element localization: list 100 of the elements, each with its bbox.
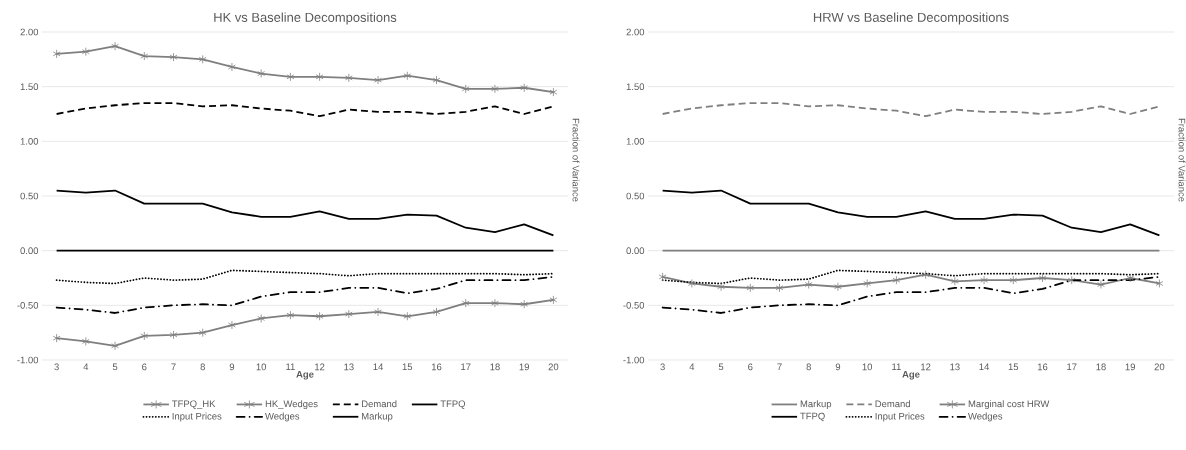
x-tick-label: 4 (83, 363, 89, 371)
legend-label: Wedges (265, 412, 300, 422)
y-tick-label: 1.50 (626, 83, 645, 91)
point (950, 276, 959, 286)
point (257, 314, 266, 323)
x-tick-label: 13 (344, 363, 354, 371)
y-tick-label: 1.00 (626, 137, 645, 145)
y-tick-label: 1.00 (20, 137, 39, 145)
point (286, 72, 295, 82)
y-tick-label: -0.50 (17, 301, 39, 309)
point (403, 71, 412, 81)
point (315, 311, 324, 321)
x-tick-label: 3 (660, 363, 665, 371)
point (257, 69, 266, 78)
y-tick-label: 2.00 (626, 28, 645, 36)
point (461, 298, 470, 308)
point (432, 307, 441, 317)
x-tick-label: 4 (689, 363, 695, 371)
x-tick-label: 8 (200, 363, 205, 371)
line-series (55, 102, 555, 118)
x-tick-label: 12 (315, 363, 325, 371)
x-tick-label: 6 (142, 363, 147, 371)
point (198, 54, 207, 64)
point (491, 298, 499, 308)
legend-label: TFPQ (440, 400, 466, 409)
y-tick-label: 0.00 (626, 247, 645, 255)
point (1067, 275, 1076, 285)
legend-label: Marginal cost HRW (968, 400, 1050, 410)
point (81, 337, 90, 346)
legend-label: Demand (875, 400, 910, 408)
point (520, 299, 529, 309)
x-tick-label: 6 (748, 363, 753, 371)
point (315, 72, 324, 82)
x-tick-label: 11 (892, 363, 901, 371)
x-tick-label: 19 (1125, 363, 1135, 371)
x-tick-label: 18 (1096, 363, 1106, 371)
x-tick-label: 14 (979, 363, 990, 371)
x-tick-label: 13 (950, 363, 960, 371)
legend-label: Input Prices (172, 412, 222, 422)
point (491, 84, 499, 94)
x-tick-label: 14 (373, 363, 384, 371)
x-tick-label: 17 (1067, 363, 1077, 371)
legend-label: Wedges (968, 412, 1003, 422)
point (717, 282, 725, 292)
x-tick-label: 5 (112, 363, 118, 371)
y-tick-label: -0.50 (623, 301, 645, 309)
point (111, 41, 119, 51)
point (140, 51, 149, 61)
point (169, 52, 178, 62)
point (658, 272, 667, 282)
y2-axis-title: Fraction of Variance (1178, 118, 1186, 202)
x-tick-label: 3 (54, 363, 59, 371)
point (549, 87, 558, 97)
x-tick-label: 17 (461, 363, 471, 371)
legend-label: HK_Wedges (265, 400, 318, 410)
x-tick-label: 5 (718, 363, 724, 371)
point (111, 341, 119, 351)
point (81, 47, 90, 57)
x-tick-label: 15 (1008, 363, 1019, 371)
point (374, 75, 382, 85)
legend-label: Input Prices (875, 412, 925, 422)
point (892, 275, 901, 285)
x-tick-label: 19 (519, 363, 529, 371)
x-tick-label: 11 (286, 363, 295, 371)
x-tick-label: 18 (490, 363, 500, 371)
point (140, 331, 149, 341)
point (687, 279, 696, 288)
point (344, 73, 353, 83)
x-tick-label: 10 (862, 363, 873, 371)
point (520, 83, 529, 93)
x-tick-label: 20 (548, 363, 559, 371)
point (432, 75, 441, 85)
point (863, 279, 872, 288)
point (1126, 273, 1135, 283)
point (198, 328, 207, 338)
chart-title: HK vs Baseline Decompositions (214, 12, 397, 25)
x-tick-label: 9 (229, 363, 235, 371)
point (52, 333, 61, 343)
point (169, 330, 178, 340)
point (1009, 275, 1018, 285)
x-tick-label: 9 (835, 363, 841, 371)
x-tick-label: 10 (256, 363, 267, 371)
point (286, 310, 295, 320)
point (1038, 273, 1047, 283)
x-tick-label: 8 (806, 363, 811, 371)
point (980, 275, 988, 285)
legend-label: TFPQ (800, 412, 825, 422)
x-tick-label: 16 (1037, 363, 1048, 371)
point (804, 280, 813, 289)
y-tick-label: -1.00 (17, 356, 39, 364)
point (549, 295, 558, 305)
legend-label: Markup (362, 412, 393, 422)
point (461, 84, 470, 94)
y-tick-label: 0.50 (626, 192, 645, 200)
point (834, 282, 842, 292)
x-tick-label: 7 (777, 363, 782, 371)
x-tick-label: 12 (921, 363, 931, 371)
point (374, 307, 382, 317)
legend-label: TFPQ_HK (172, 400, 216, 409)
x-tick-label: 7 (171, 363, 176, 371)
